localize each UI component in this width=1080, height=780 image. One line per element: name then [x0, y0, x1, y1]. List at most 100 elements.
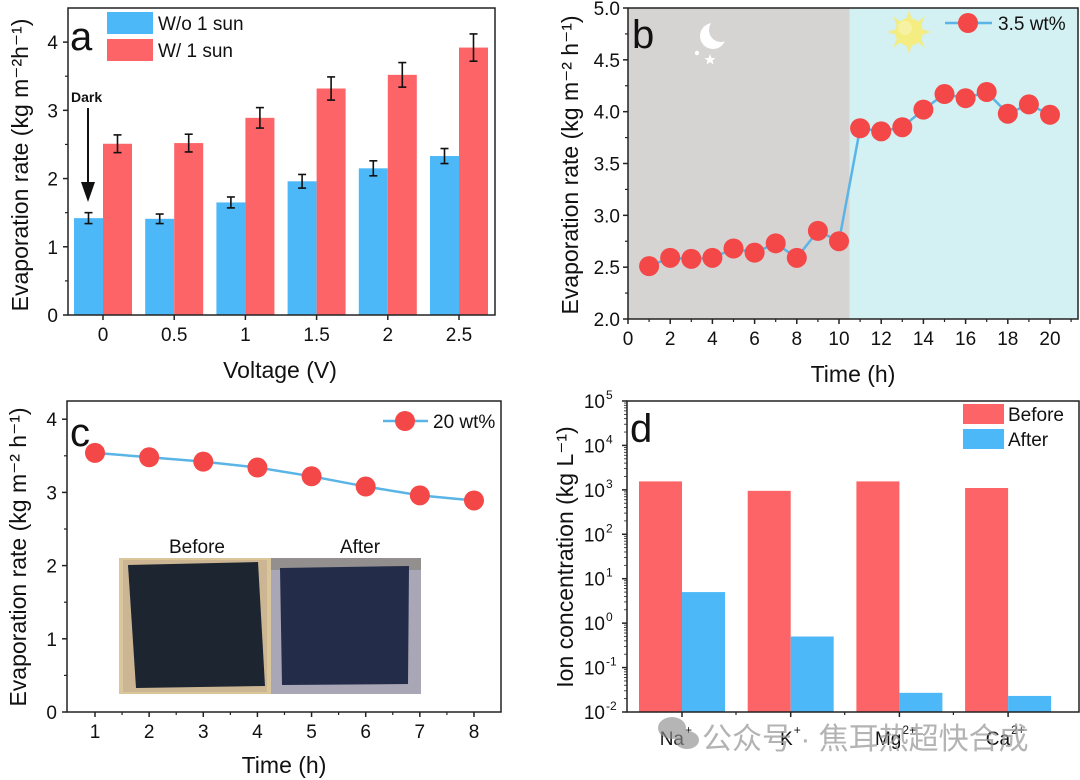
x-tick-label: 20	[1039, 329, 1060, 350]
x-tick-label: 4	[707, 329, 718, 350]
y-tick-label: 10	[584, 570, 605, 591]
data-point	[871, 121, 892, 142]
y-tick-exponent: 2	[606, 521, 613, 535]
data-point	[955, 88, 976, 109]
panel-b-letter: b	[632, 13, 654, 57]
data-point	[744, 242, 765, 263]
y-tick-exponent: -1	[606, 655, 617, 669]
panel-a-frame	[67, 7, 496, 316]
moon-icon	[694, 18, 733, 65]
bar-without-sun	[358, 168, 388, 315]
y-tick-label: 3	[46, 483, 57, 504]
data-point	[660, 247, 681, 268]
x-tick-label: 6	[749, 329, 760, 350]
y-tick-label: 2.0	[594, 310, 620, 331]
data-point	[892, 117, 913, 138]
x-tick-label: 3	[198, 722, 209, 743]
bar-before	[639, 481, 682, 712]
data-point	[193, 451, 214, 472]
legend-swatch-before	[963, 404, 1004, 424]
x-tick-label: 2	[383, 325, 394, 346]
x-tick-label: 0	[623, 329, 634, 350]
data-point	[997, 103, 1018, 124]
inset-before-caption: Before	[169, 537, 225, 558]
legend-label-before: Before	[1008, 405, 1064, 426]
legend-swatch-with-sun	[107, 39, 153, 61]
x-tick-label: Ca	[986, 729, 1011, 750]
data-point	[139, 447, 160, 468]
legend-swatch-after	[963, 429, 1004, 449]
x-tick-label: 14	[913, 329, 935, 350]
panel-d-y-title: Ion concentration (kg L⁻¹)	[552, 426, 578, 687]
panel-a-bars	[74, 47, 488, 316]
data-point	[786, 247, 807, 268]
y-tick-label: 4.0	[594, 103, 620, 124]
legend-label-3-5wt: 3.5 wt%	[998, 14, 1066, 35]
inset-photo: Before After	[119, 537, 421, 694]
data-point	[463, 490, 484, 511]
bar-without-sun	[74, 218, 103, 315]
data-point	[639, 256, 660, 277]
panel-b: 2.02.53.03.54.04.55.0 0 2 4 6 8 10 12 14 16 18 20 …	[557, 0, 1079, 387]
panel-a-x-title: Voltage (V)	[223, 357, 337, 383]
x-tick-label: 16	[955, 329, 976, 350]
legend-label-with-sun: W/ 1 sun	[158, 41, 233, 62]
before-photo-fabric	[128, 562, 265, 688]
data-point	[1018, 94, 1039, 115]
legend-label-without-sun: W/o 1 sun	[158, 14, 244, 35]
panel-c-series	[85, 442, 484, 511]
x-tick-label: K	[780, 729, 793, 750]
legend-marker-icon	[958, 13, 978, 33]
bar-after	[790, 636, 834, 712]
y-tick-label: 5.0	[594, 0, 620, 20]
bar-with-sun	[103, 143, 132, 315]
panel-a-legend: W/o 1 sun W/ 1 sun	[107, 12, 244, 62]
y-tick-label: 0	[47, 306, 58, 327]
x-tick-label: 0	[98, 325, 109, 346]
x-tick-label: Mg	[875, 729, 901, 750]
legend-marker-icon	[395, 411, 415, 431]
data-point	[807, 220, 828, 241]
panel-c-x-axis: 1 2 3 4 5 6 7 8	[90, 712, 479, 743]
bar-before	[747, 490, 791, 712]
x-tick-label: 12	[871, 329, 892, 350]
data-point	[702, 247, 723, 268]
legend-swatch-without-sun	[107, 12, 153, 34]
x-tick-label: 4	[252, 722, 263, 743]
y-tick-exponent: -2	[606, 699, 617, 713]
bar-without-sun	[430, 156, 459, 315]
legend-label-20wt: 20 wt%	[433, 412, 495, 433]
panel-b-legend: 3.5 wt%	[945, 13, 1066, 35]
x-tick-label: 6	[360, 722, 371, 743]
x-tick-superscript: 2+	[902, 723, 916, 737]
inset-after-caption: After	[340, 537, 381, 558]
panel-b-x-title: Time (h)	[811, 361, 896, 387]
data-point	[934, 84, 955, 105]
night-background-region	[628, 8, 850, 319]
y-tick-label: 10	[584, 481, 605, 502]
bar-after	[682, 592, 725, 712]
bar-with-sun	[387, 74, 417, 315]
x-tick-superscript: 2+	[1011, 723, 1025, 737]
panel-b-series	[639, 81, 1060, 277]
x-tick-label-group: Ca 2+	[986, 723, 1025, 750]
y-tick-label: 4	[46, 410, 57, 431]
data-point	[913, 99, 934, 120]
data-point	[681, 248, 702, 269]
panel-d-x-axis: Na + K + Mg 2+ Ca 2+	[660, 712, 1025, 750]
x-tick-label: 10	[828, 329, 849, 350]
y-tick-label: 0	[46, 703, 57, 724]
data-point	[355, 476, 376, 497]
bar-with-sun	[245, 117, 275, 316]
y-tick-label: 1	[46, 630, 57, 651]
panel-b-x-axis: 0 2 4 6 8 10 12 14 16 18 20	[623, 319, 1072, 350]
dark-annotation-label: Dark	[71, 89, 102, 105]
panel-a-y-title: Evaporation rate (kg m⁻²h⁻¹)	[7, 19, 33, 312]
bar-before	[856, 481, 900, 712]
data-point	[247, 457, 268, 478]
y-tick-label: 3	[47, 101, 58, 122]
bar-after	[1008, 695, 1052, 712]
